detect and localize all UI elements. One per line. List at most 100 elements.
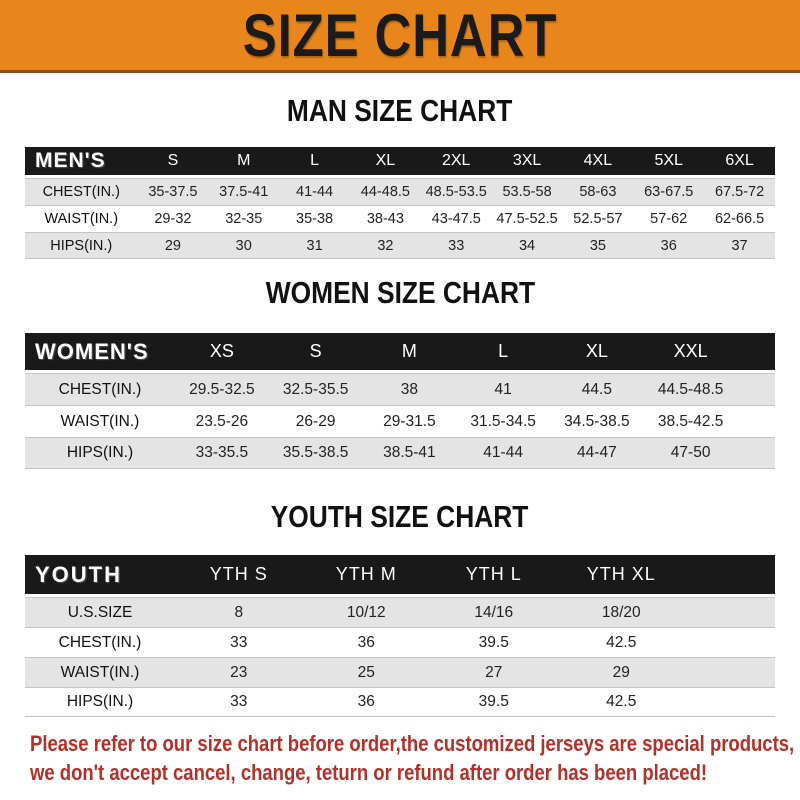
size-cell: 53.5-58 — [491, 178, 563, 205]
size-cell: 44-48.5 — [349, 178, 421, 205]
women-col-header: XL — [550, 333, 644, 373]
size-cell: 39.5 — [430, 627, 558, 657]
size-cell: 29.5-32.5 — [175, 373, 269, 405]
youth-row-label: HIPS(IN.) — [25, 687, 175, 717]
men-row-label: HIPS(IN.) — [25, 232, 138, 259]
size-cell: 41-44 — [456, 437, 550, 469]
cell-filler — [737, 405, 775, 437]
men-col-header: 5XL — [633, 147, 705, 178]
women-col-header: M — [362, 333, 457, 373]
men-col-header: L — [279, 147, 350, 178]
size-cell: 30 — [208, 232, 280, 259]
women-size-table: WOMEN'S XS S M L XL XXL CHEST(IN.) 29.5-… — [25, 333, 775, 469]
size-cell: 33-35.5 — [175, 437, 269, 469]
size-cell: 26-29 — [268, 405, 363, 437]
men-header-row: MEN'S S M L XL 2XL 3XL 4XL 5XL 6XL — [25, 147, 775, 178]
size-cell: 29-32 — [137, 205, 209, 232]
youth-size-table: YOUTH YTH S YTH M YTH L YTH XL U.S.SIZE … — [25, 555, 775, 717]
men-row-label: CHEST(IN.) — [25, 178, 138, 205]
size-cell: 37.5-41 — [208, 178, 280, 205]
size-cell: 39.5 — [430, 687, 558, 717]
men-col-header: XL — [349, 147, 421, 178]
women-row-label: HIPS(IN.) — [25, 437, 175, 469]
size-cell: 63-67.5 — [633, 178, 705, 205]
size-cell: 47-50 — [643, 437, 738, 469]
table-row: HIPS(IN.) 33 36 39.5 42.5 — [25, 687, 775, 717]
table-row: CHEST(IN.) 29.5-32.5 32.5-35.5 38 41 44.… — [25, 373, 775, 405]
size-cell: 14/16 — [430, 597, 558, 627]
size-cell: 32.5-35.5 — [268, 373, 363, 405]
size-cell: 47.5-52.5 — [491, 205, 563, 232]
size-cell: 29 — [557, 657, 685, 687]
table-row: HIPS(IN.) 33-35.5 35.5-38.5 38.5-41 41-4… — [25, 437, 775, 469]
men-row-label: WAIST(IN.) — [25, 205, 138, 232]
women-col-header: XS — [175, 333, 269, 373]
size-cell: 44.5-48.5 — [643, 373, 738, 405]
size-cell: 36 — [302, 687, 430, 717]
youth-header-row: YOUTH YTH S YTH M YTH L YTH XL — [25, 555, 775, 597]
size-cell: 34 — [491, 232, 563, 259]
men-col-header: 2XL — [420, 147, 492, 178]
size-cell: 67.5-72 — [704, 178, 775, 205]
size-cell: 44-47 — [550, 437, 644, 469]
size-cell: 41-44 — [279, 178, 350, 205]
size-cell: 38.5-42.5 — [643, 405, 738, 437]
youth-col-header: YTH M — [302, 555, 430, 597]
youth-group-label: YOUTH — [25, 555, 175, 597]
banner-title: SIZE CHART — [242, 1, 558, 69]
footer-note: Please refer to our size chart before or… — [0, 729, 800, 787]
size-cell: 31.5-34.5 — [456, 405, 550, 437]
size-cell: 43-47.5 — [420, 205, 492, 232]
cell-filler — [685, 627, 775, 657]
youth-row-label: U.S.SIZE — [25, 597, 175, 627]
youth-row-label: CHEST(IN.) — [25, 627, 175, 657]
cell-filler — [685, 657, 775, 687]
size-cell: 23.5-26 — [175, 405, 269, 437]
men-col-header: 4XL — [562, 147, 634, 178]
size-cell: 36 — [302, 627, 430, 657]
size-cell: 29 — [137, 232, 209, 259]
size-cell: 8 — [175, 597, 303, 627]
footer-note-line2: we don't accept cancel, change, teturn o… — [30, 760, 708, 785]
size-cell: 41 — [456, 373, 550, 405]
size-cell: 38.5-41 — [362, 437, 457, 469]
size-cell: 35.5-38.5 — [268, 437, 363, 469]
size-cell: 35-37.5 — [137, 178, 209, 205]
women-section-title: WOMEN SIZE CHART — [265, 275, 535, 310]
youth-col-header: YTH L — [430, 555, 558, 597]
youth-row-label: WAIST(IN.) — [25, 657, 175, 687]
size-cell: 32 — [349, 232, 421, 259]
men-group-label: MEN'S — [25, 147, 138, 178]
women-col-header: S — [268, 333, 363, 373]
women-col-header: XXL — [643, 333, 738, 373]
size-cell: 62-66.5 — [704, 205, 775, 232]
size-cell: 35-38 — [279, 205, 350, 232]
size-cell: 10/12 — [302, 597, 430, 627]
header-filler — [685, 555, 775, 597]
cell-filler — [737, 373, 775, 405]
size-cell: 18/20 — [557, 597, 685, 627]
cell-filler — [685, 687, 775, 717]
women-header-row: WOMEN'S XS S M L XL XXL — [25, 333, 775, 373]
size-cell: 34.5-38.5 — [550, 405, 644, 437]
size-cell: 42.5 — [557, 687, 685, 717]
man-section-title: MAN SIZE CHART — [287, 93, 513, 128]
size-cell: 42.5 — [557, 627, 685, 657]
size-cell: 48.5-53.5 — [420, 178, 492, 205]
size-cell: 35 — [562, 232, 634, 259]
men-col-header: 3XL — [491, 147, 563, 178]
men-col-header: 6XL — [704, 147, 775, 178]
size-cell: 27 — [430, 657, 558, 687]
women-group-label: WOMEN'S — [25, 333, 175, 373]
cell-filler — [685, 597, 775, 627]
men-size-table: MEN'S S M L XL 2XL 3XL 4XL 5XL 6XL CHEST… — [25, 147, 775, 259]
women-row-label: WAIST(IN.) — [25, 405, 175, 437]
size-cell: 38-43 — [349, 205, 421, 232]
table-row: WAIST(IN.) 23 25 27 29 — [25, 657, 775, 687]
table-row: HIPS(IN.) 29 30 31 32 33 34 35 36 37 — [25, 232, 775, 259]
youth-section-title: YOUTH SIZE CHART — [271, 499, 529, 534]
header-filler — [737, 333, 775, 373]
men-col-header: M — [208, 147, 280, 178]
size-cell: 58-63 — [562, 178, 634, 205]
size-cell: 33 — [420, 232, 492, 259]
